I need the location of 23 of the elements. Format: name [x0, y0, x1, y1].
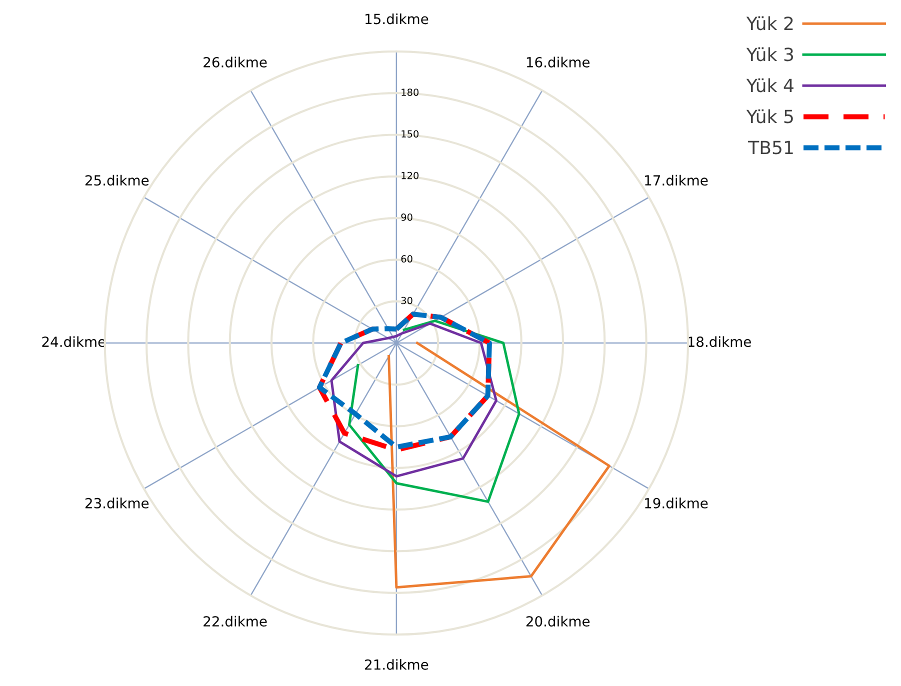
spoke-label: 24.dikme [42, 336, 106, 348]
spoke-label: 16.dikme [526, 56, 590, 68]
spoke-label: 15.dikme [366, 13, 428, 24]
spoke-label: 21.dikme [365, 659, 428, 670]
spoke-label: 22.dikme [204, 616, 267, 627]
y-tick-label: 150 [402, 130, 419, 138]
spoke-label: 19.dikme [645, 498, 708, 508]
spoke-label: 26.dikme [204, 56, 267, 68]
y-tick-label: 180 [402, 88, 419, 96]
legend-label: Yük 5 [746, 109, 793, 124]
y-tick-label: 60 [401, 255, 412, 263]
spoke-label: 17.dikme [645, 174, 708, 186]
y-tick-label: 90 [401, 214, 412, 221]
legend-label: Yük 2 [746, 16, 793, 30]
legend-label: Yük 3 [746, 47, 794, 62]
y-tick-label: 120 [402, 172, 419, 180]
y-tick-label: 30 [401, 296, 412, 304]
legend-label: Yük 4 [746, 78, 794, 92]
legend-label: TB51 [748, 140, 793, 154]
spoke-label: 25.dikme [85, 174, 149, 186]
spoke-label: 23.dikme [85, 498, 149, 508]
spoke-label: 18.dikme [688, 336, 751, 348]
spoke-label: 20.dikme [526, 616, 590, 627]
